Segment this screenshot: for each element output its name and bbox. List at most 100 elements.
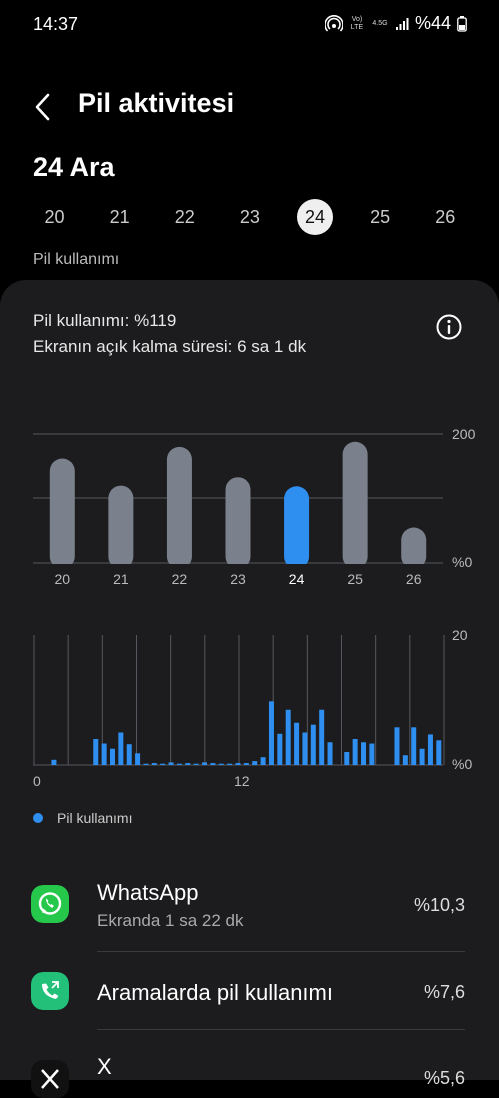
hourly-bar [411,727,417,765]
app-percent: %10,3 [413,895,465,915]
hourly-bar [268,701,274,765]
hourly-bar [327,742,333,765]
hourly-bar [135,753,141,765]
hourly-bar [361,742,367,765]
hourly-x-tick-12: 12 [234,773,250,789]
app-row-whatsapp[interactable]: WhatsApp Ekranda 1 sa 22 dk %10,3 [0,870,499,950]
hourly-bar [126,744,132,765]
hourly-bar [143,763,149,765]
hourly-bar [319,709,325,765]
hourly-bar [109,748,115,765]
hourly-bar [436,740,442,765]
network-indicator: 4.5G [372,19,388,27]
hourly-bar [277,733,283,765]
page-title: Pil aktivitesi [78,88,235,118]
hourly-bar [260,757,266,765]
divider [97,1029,465,1030]
status-time: 14:37 [33,14,79,34]
day-23[interactable]: 23 [239,207,260,227]
hourly-bar [101,743,107,765]
day-selector: 20 21 22 23 24 25 26 [22,198,478,236]
app-row-x[interactable]: X %5,6 [0,1030,499,1098]
y-tick-top: 200 [452,426,476,442]
day-26[interactable]: 26 [435,207,456,227]
hourly-bar [402,755,408,765]
hourly-bar [243,763,249,765]
usage-card [0,280,499,1080]
weekly-bar-24[interactable] [284,486,310,569]
app-percent: %5,6 [423,1068,465,1088]
y-tick-bottom: %0 [452,554,472,570]
info-icon[interactable] [435,313,463,341]
hourly-bar [419,748,425,765]
hourly-bar [369,743,375,765]
hourly-bar [285,709,291,765]
hourly-bar [344,752,350,765]
weekly-x-tick-25: 25 [347,571,363,587]
day-24-selected[interactable]: 24 [283,198,348,236]
app-name: X [97,1054,112,1079]
hourly-bar [93,739,99,765]
weekly-bar-22[interactable] [166,446,192,569]
day-25[interactable]: 25 [370,207,391,227]
app-screen-time: Ekranda 1 sa 22 dk [97,911,244,930]
hourly-bar [202,762,208,765]
app-name: WhatsApp [97,880,199,905]
section-label: Pil kullanımı [33,251,120,268]
divider [97,951,465,952]
hourly-bar [51,759,57,765]
hourly-bar [310,724,316,765]
hourly-bar [427,734,433,765]
battery-icon [457,15,467,32]
weekly-bar-20[interactable] [49,458,75,569]
app-name: Aramalarda pil kullanımı [97,980,333,1005]
weekly-x-tick-24: 24 [289,571,305,587]
screen-time-summary: Ekranın açık kalma süresi: 6 sa 1 dk [33,337,307,356]
hourly-bar [185,763,191,765]
hourly-bar [210,763,216,765]
app-header: Pil aktivitesi [0,85,499,129]
hourly-bar [252,761,258,765]
hourly-x-tick-0: 0 [33,773,41,789]
phone-call-icon [31,972,69,1010]
day-21[interactable]: 21 [109,207,130,227]
hourly-y-tick-top: 20 [452,627,468,643]
weekly-x-tick-20: 20 [54,571,70,587]
weekly-x-tick-23: 23 [230,571,246,587]
hourly-bar [151,763,157,765]
hourly-bar [160,763,166,765]
hotspot-icon [324,14,343,32]
back-arrow-icon[interactable] [28,89,60,125]
weekly-bar-21[interactable] [108,485,134,569]
selected-date-title: 24 Ara [33,152,115,182]
weekly-bar-26[interactable] [401,527,427,569]
hourly-bar [227,763,233,765]
hourly-bar [193,763,199,765]
hourly-bar [352,739,358,765]
hourly-usage-chart: 20 %0 0 12 [33,627,472,789]
hourly-bar [218,763,224,765]
legend-label: Pil kullanımı [57,810,133,826]
weekly-bar-mask [33,564,443,570]
hourly-bar [235,763,241,765]
app-percent: %7,6 [423,982,465,1002]
app-row-calls[interactable]: Aramalarda pil kullanımı %7,6 [0,952,499,1028]
hourly-bar [394,727,400,765]
weekly-bar-23[interactable] [225,477,251,569]
weekly-bar-25[interactable] [342,441,368,569]
legend-dot [33,813,43,823]
weekly-x-tick-21: 21 [113,571,129,587]
weekly-x-tick-22: 22 [172,571,188,587]
usage-summary: Pil kullanımı: %119 [33,311,177,330]
hourly-bar [176,763,182,765]
day-22[interactable]: 22 [174,207,195,227]
hourly-bar [302,732,308,765]
hourly-bar [118,732,124,765]
whatsapp-icon [31,885,69,923]
day-20[interactable]: 20 [44,207,65,227]
x-icon [31,1060,69,1098]
battery-percent: %44 [414,13,451,33]
hourly-y-tick-bottom: %0 [452,756,472,772]
chart-legend: Pil kullanımı [33,810,132,826]
hourly-bar [168,762,174,765]
